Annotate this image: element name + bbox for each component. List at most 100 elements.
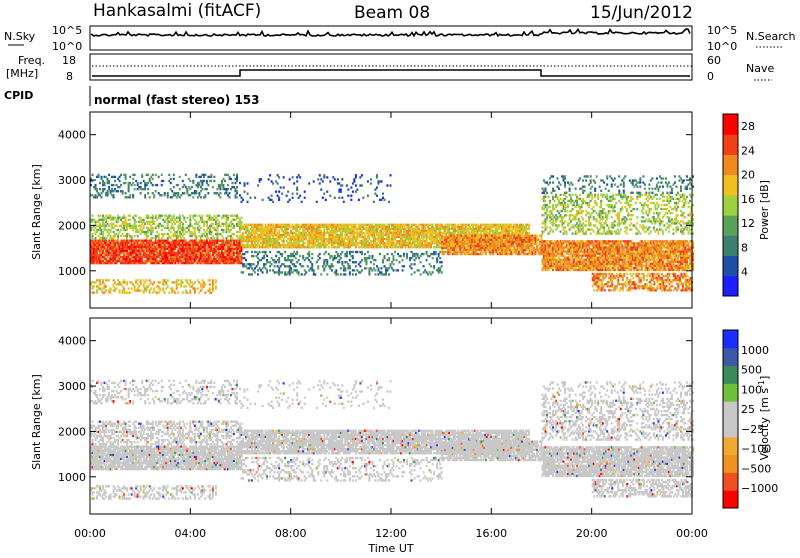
noise-left-tick-top: 10^5	[52, 24, 82, 37]
power-cell	[263, 265, 265, 267]
power-cell	[344, 236, 346, 238]
power-cell	[105, 289, 107, 291]
power-cell	[224, 246, 226, 248]
power-cell	[152, 219, 154, 221]
power-cell	[325, 242, 327, 244]
power-cell	[192, 196, 194, 198]
power-cell	[350, 195, 352, 197]
power-cell	[289, 265, 291, 267]
power-cell	[482, 253, 484, 255]
power-cell	[179, 188, 181, 190]
power-cell	[441, 235, 443, 237]
power-cell	[461, 253, 463, 255]
power-cell	[311, 257, 313, 259]
power-cell	[424, 269, 426, 271]
power-cell	[182, 225, 184, 227]
power-cell	[370, 178, 372, 180]
power-cell	[317, 178, 319, 180]
power-cell	[182, 246, 184, 248]
power-cell	[161, 237, 163, 239]
power-cell	[417, 255, 419, 257]
power-cell	[275, 230, 277, 232]
power-cell	[406, 255, 408, 257]
power-cell	[265, 251, 267, 253]
power-cell	[99, 223, 101, 225]
power-cell	[158, 227, 160, 229]
power-cell	[122, 233, 124, 235]
power-cell	[322, 197, 324, 199]
power-cell	[420, 255, 422, 257]
power-cell	[405, 246, 407, 248]
power-cell	[292, 224, 294, 226]
power-cell	[209, 229, 211, 231]
power-cell	[179, 235, 181, 237]
power-cell	[179, 219, 181, 221]
power-cell	[320, 178, 322, 180]
power-cell	[323, 176, 325, 178]
power-cell	[134, 184, 136, 186]
power-cell	[104, 256, 106, 258]
power-cell	[329, 257, 331, 259]
power-cell	[182, 281, 184, 283]
power-cell	[153, 223, 155, 225]
power-cell	[409, 230, 411, 232]
power-cell	[128, 242, 130, 244]
power-cell	[186, 291, 188, 293]
power-cell	[396, 244, 398, 246]
power-cell	[174, 219, 176, 221]
power-cell	[137, 242, 139, 244]
power-cell	[253, 255, 255, 257]
power-cell	[197, 279, 199, 281]
power-cell	[164, 233, 166, 235]
power-cell	[200, 196, 202, 198]
power-cell	[368, 269, 370, 271]
power-cell	[198, 231, 200, 233]
power-cell	[215, 217, 217, 219]
power-cell	[101, 242, 103, 244]
power-cell	[304, 230, 306, 232]
power-cell	[323, 230, 325, 232]
power-cell	[143, 283, 145, 285]
power-cell	[244, 190, 246, 192]
power-cell	[152, 192, 154, 194]
power-cell	[147, 231, 149, 233]
power-cell	[210, 256, 212, 258]
power-cell	[265, 263, 267, 265]
power-cell	[299, 263, 301, 265]
power-cell	[143, 250, 145, 252]
power-cell	[241, 250, 243, 252]
power-cell	[298, 259, 300, 261]
power-cell	[120, 219, 122, 221]
power-cell	[104, 188, 106, 190]
power-cell	[119, 246, 121, 248]
power-cell	[126, 229, 128, 231]
power-cell	[173, 227, 175, 229]
power-cell	[107, 235, 109, 237]
power-cell	[257, 273, 259, 275]
power-cell	[347, 195, 349, 197]
power-cell	[286, 230, 288, 232]
power-cell	[257, 257, 259, 259]
power-cell	[359, 271, 361, 273]
power-cell	[125, 217, 127, 219]
power-cell	[352, 251, 354, 253]
power-cell	[331, 255, 333, 257]
power-cell	[225, 221, 227, 223]
power-cell	[325, 199, 327, 201]
power-cell	[125, 178, 127, 180]
power-cell	[259, 180, 261, 182]
power-cell	[283, 242, 285, 244]
power-cell	[98, 176, 100, 178]
power-cell	[341, 261, 343, 263]
power-cell	[155, 258, 157, 260]
power-cell	[405, 228, 407, 230]
power-cell	[477, 243, 479, 245]
power-cell	[132, 194, 134, 196]
power-cell	[134, 188, 136, 190]
power-cell	[110, 242, 112, 244]
power-cell	[239, 219, 241, 221]
power-cell	[233, 225, 235, 227]
power-cell	[119, 186, 121, 188]
power-cell	[380, 230, 382, 232]
power-cell	[152, 231, 154, 233]
